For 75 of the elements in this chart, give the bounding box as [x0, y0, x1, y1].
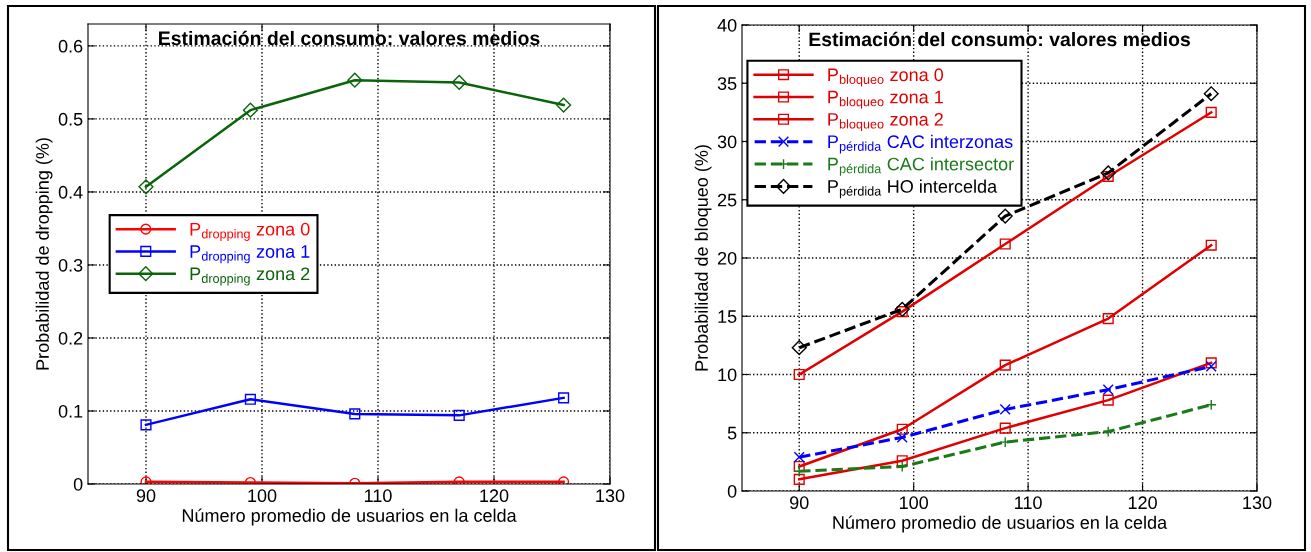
x-tick-label: 110	[364, 489, 392, 503]
point	[896, 431, 908, 443]
x-tick-label: 90	[136, 489, 156, 503]
point	[1205, 106, 1217, 118]
chart-title: Estimación del consumo: valores medios	[809, 31, 1190, 47]
point	[793, 451, 805, 463]
point	[453, 409, 465, 421]
x-axis-title: Número promedio de usuarios en la celda	[182, 508, 517, 526]
legend-label: P$_{pérdida}$ CAC intersector	[828, 157, 1014, 176]
point	[1205, 399, 1217, 411]
x-tick-label: 120	[480, 489, 509, 503]
point	[896, 460, 908, 473]
point	[1102, 426, 1114, 438]
point	[1203, 86, 1219, 102]
x-tick-label: 120	[1128, 496, 1157, 510]
point	[997, 208, 1013, 224]
point	[999, 422, 1011, 434]
point	[349, 408, 361, 420]
point	[558, 392, 570, 404]
x-tick-label: 110	[1015, 496, 1042, 510]
point	[999, 359, 1011, 371]
y-tick-label: 15	[718, 310, 737, 323]
point	[894, 301, 910, 317]
point	[1205, 239, 1217, 251]
point	[140, 419, 152, 431]
point	[1102, 313, 1114, 325]
legend-label: P$_{dropping}$ zona 0	[190, 222, 310, 241]
y-tick-label: 0.4	[58, 185, 83, 199]
y-tick-label: 30	[717, 135, 737, 149]
legend-label: P$_{pérdida}$ HO intercelda	[828, 179, 998, 199]
point	[896, 306, 908, 318]
point	[242, 102, 258, 118]
y-tick-label: 25	[717, 193, 737, 207]
x-tick-label: 100	[899, 496, 929, 510]
point	[1102, 384, 1114, 396]
point	[451, 74, 467, 90]
point	[793, 368, 805, 381]
y-tick-label: 0.6	[58, 39, 83, 53]
x-tick-label: 90	[790, 496, 809, 510]
x-tick-label: 100	[248, 489, 277, 503]
x-tick-label: 130	[596, 489, 625, 503]
y-tick-label: 0.5	[58, 112, 83, 126]
y-tick-label: 35	[717, 77, 737, 90]
legend-label: P$_{bloqueo}$ zona 2	[828, 112, 943, 132]
x-axis-title: Número promedio de usuarios en la celda	[833, 515, 1168, 533]
y-tick-label: 0.3	[58, 258, 83, 272]
point	[896, 423, 908, 435]
y-tick-label: 40	[717, 18, 737, 32]
y-axis-title: Probabilidad de bloqueo (%)	[694, 145, 712, 371]
x-tick-label: 130	[1243, 496, 1272, 510]
point	[793, 473, 805, 485]
chart-title: Estimación del consumo: valores medios	[159, 30, 540, 46]
legend-label: P$_{bloqueo}$ zona 1	[828, 90, 943, 109]
point	[138, 179, 154, 195]
legend-label: P$_{bloqueo}$ zona 0	[828, 68, 944, 87]
y-tick-label: 0	[727, 484, 737, 498]
y-tick-label: 0.1	[58, 404, 83, 418]
point	[1102, 394, 1114, 406]
point	[1102, 170, 1114, 183]
point	[347, 72, 363, 88]
y-axis-title: Probabilidad de dropping (%)	[35, 138, 53, 370]
point	[999, 403, 1011, 416]
legend-label: P$_{dropping}$ zona 2	[190, 267, 310, 286]
legend-label: P$_{pérdida}$ CAC interzonas	[828, 134, 1013, 154]
point	[791, 340, 807, 356]
y-tick-label: 0.2	[58, 331, 83, 345]
point	[556, 97, 572, 113]
point	[1100, 165, 1116, 181]
y-tick-label: 5	[727, 426, 737, 440]
y-tick-label: 10	[718, 368, 737, 382]
point	[244, 393, 256, 405]
point	[999, 238, 1011, 250]
legend-label: P$_{dropping}$ zona 1	[190, 245, 310, 264]
y-tick-label: 0	[73, 477, 83, 491]
y-tick-label: 20	[717, 251, 737, 265]
